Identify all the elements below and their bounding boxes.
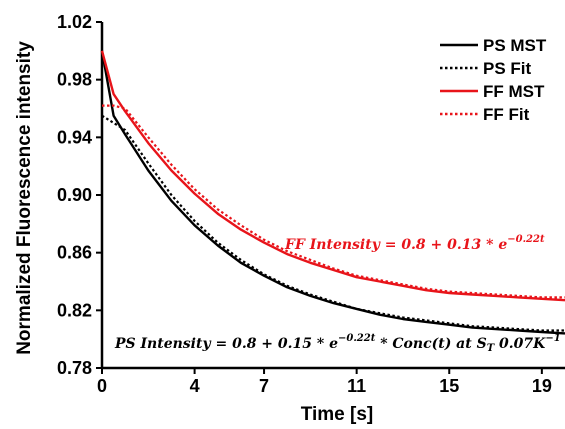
series-line-ps-fit <box>101 114 565 332</box>
legend: PS MST PS Fit FF MST FF Fit <box>440 36 547 124</box>
x-tick-label: 7 <box>259 376 269 396</box>
legend-label: PS Fit <box>483 59 532 78</box>
y-tick-label: 0.78 <box>57 358 92 378</box>
series-layer <box>100 50 565 335</box>
y-tick-label: 0.90 <box>57 185 92 205</box>
y-tick-label: 1.02 <box>57 12 92 32</box>
x-tick-label: 0 <box>97 376 107 396</box>
series-line-ps-mst <box>100 50 565 335</box>
ps-equation: PS Intensity = 0.8 + 0.15 * e−0.22t * Co… <box>114 333 561 354</box>
legend-label: FF Fit <box>483 105 530 124</box>
y-tick-label: 0.98 <box>57 70 92 90</box>
y-tick-label: 0.82 <box>57 300 92 320</box>
x-axis-title: Time [s] <box>301 404 374 425</box>
legend-label: PS MST <box>483 36 547 55</box>
x-tick-label: 11 <box>347 376 366 396</box>
x-tick-label: 15 <box>439 376 459 396</box>
y-tick-label: 0.86 <box>57 243 92 263</box>
axes: 0.78 0.82 0.86 0.90 0.94 0.98 1.02 0 4 7 11 15 19 <box>57 12 565 396</box>
x-tick-label: 4 <box>190 376 200 396</box>
y-tick-label: 0.94 <box>57 127 92 147</box>
legend-label: FF MST <box>483 82 545 101</box>
y-axis-title: Normalized Fluorescence intensity <box>14 41 35 355</box>
x-tick-label: 19 <box>532 376 552 396</box>
ff-equation: FF Intensity = 0.8 + 0.13 * e−0.22t <box>284 234 545 253</box>
series-line-ff-mst <box>100 50 565 302</box>
